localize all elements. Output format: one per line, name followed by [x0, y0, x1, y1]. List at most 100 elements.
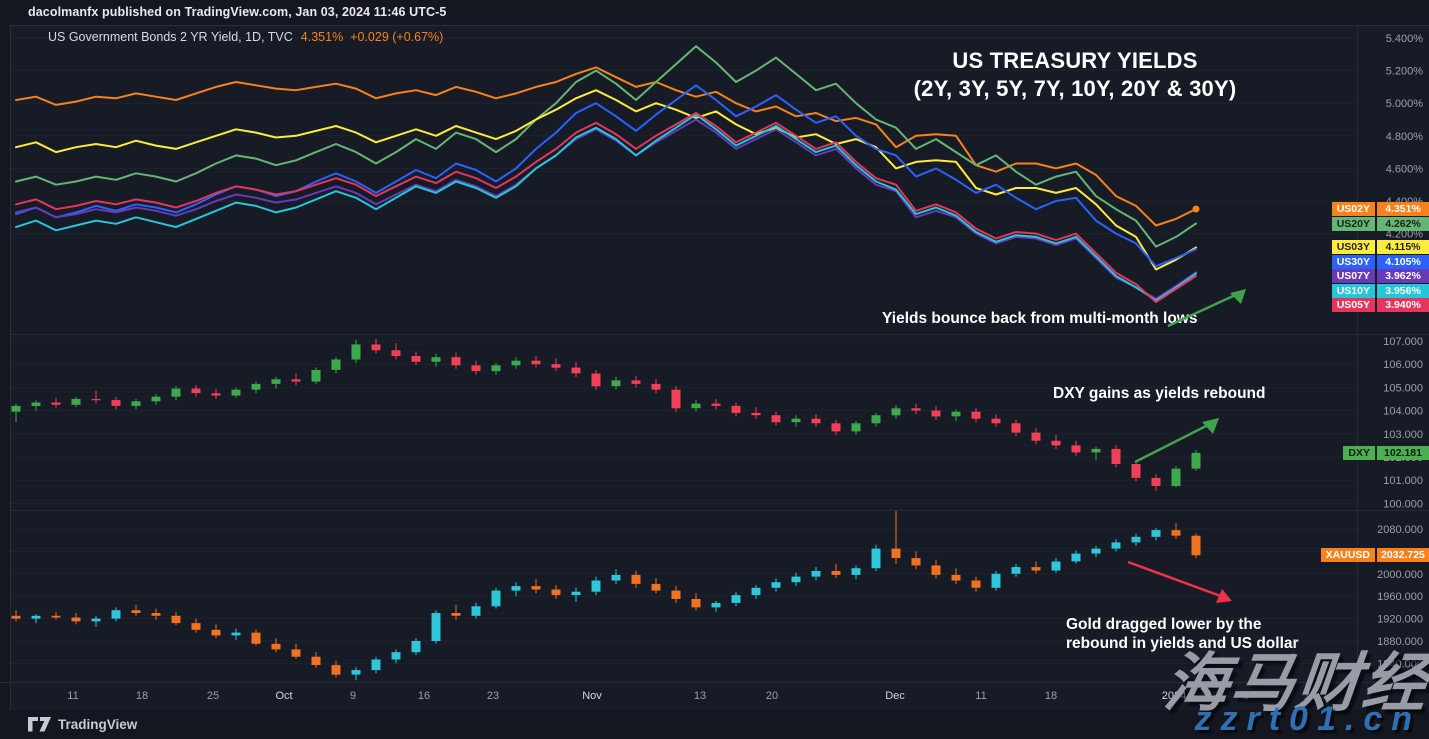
candle — [691, 400, 701, 412]
price-scale-border[interactable] — [1357, 25, 1358, 682]
candle — [911, 403, 921, 415]
panel-divider[interactable] — [10, 334, 1429, 335]
candle — [31, 400, 41, 411]
candle — [1091, 545, 1101, 557]
candle — [1131, 533, 1141, 546]
time-axis[interactable]: 11 18 25 Oct 9 16 23 Nov 13 20 Dec 11 18 2024 8 16 — [0, 682, 1429, 711]
candle — [1111, 539, 1121, 552]
dxy-note: DXY gains as yields rebound — [1053, 385, 1266, 402]
candle — [51, 611, 61, 620]
last-price-dot — [1192, 205, 1200, 213]
candle — [131, 399, 141, 410]
candle — [871, 544, 881, 571]
yields-line-chart[interactable]: 5.400%5.200%5.000%4.800%4.600%4.400%4.20… — [0, 25, 1429, 334]
candle — [1051, 434, 1061, 449]
series-US10Y — [15, 113, 1197, 302]
candle — [171, 611, 181, 626]
time-tick-label: 18 — [1044, 690, 1058, 702]
candle — [391, 649, 401, 664]
candle — [711, 399, 721, 410]
candle — [831, 563, 841, 579]
candle — [951, 568, 961, 584]
candle — [231, 387, 241, 398]
dxy-candlestick-chart[interactable]: 107.000106.000105.000104.000103.000102.0… — [0, 334, 1429, 510]
ticker-chip: US20Y — [1331, 216, 1375, 231]
symbol-legend[interactable]: US Government Bonds 2 YR Yield, 1D, TVC 4… — [48, 30, 443, 44]
series-US30Y — [15, 84, 1197, 268]
candle — [851, 565, 861, 580]
candle — [611, 376, 621, 390]
candle — [1171, 466, 1181, 488]
axis-tick-label: 1880.000 — [1377, 636, 1423, 648]
axis-tick-label: 1960.000 — [1377, 591, 1423, 603]
axis-tick-label: 105.000 — [1383, 382, 1423, 394]
time-tick-label: Dec — [885, 690, 905, 702]
axis-tick-label: 107.000 — [1383, 336, 1423, 348]
candle — [671, 386, 681, 412]
candle — [931, 405, 941, 420]
price-label-US10Y: US10Y 3.956% — [1331, 283, 1429, 298]
candle — [1071, 440, 1081, 456]
candle — [451, 352, 461, 369]
candle — [151, 608, 161, 620]
candle — [1131, 460, 1141, 482]
candle — [511, 357, 521, 369]
tradingview-logo-icon[interactable] — [28, 717, 52, 732]
candle — [1091, 446, 1101, 461]
candle — [411, 351, 421, 366]
candle — [371, 338, 381, 354]
candle — [171, 386, 181, 401]
candle — [111, 396, 121, 410]
candle — [631, 571, 641, 588]
time-tick-label: 9 — [349, 690, 357, 702]
candle — [1191, 533, 1201, 559]
ticker-chip: US03Y — [1331, 240, 1375, 255]
candle — [391, 343, 401, 360]
candle — [271, 376, 281, 389]
panel-divider[interactable] — [10, 510, 1429, 511]
axis-tick-label: 4.200% — [1386, 229, 1424, 241]
axis-tick-label: 5.400% — [1386, 33, 1424, 45]
ticker-chip: US10Y — [1331, 283, 1375, 298]
price-label-DXY: DXY 102.181 — [1343, 445, 1429, 460]
candle — [1071, 550, 1081, 564]
candle — [651, 578, 661, 594]
candle — [1171, 523, 1181, 540]
candle — [791, 572, 801, 587]
price-value-chip: 4.115% — [1377, 240, 1429, 255]
price-value-chip: 4.351% — [1377, 201, 1429, 216]
axis-tick-label: 100.000 — [1383, 498, 1423, 510]
candle — [111, 607, 121, 622]
candle — [711, 600, 721, 612]
time-tick-label: Nov — [582, 690, 602, 702]
candle — [831, 419, 841, 435]
axis-tick-label: 4.800% — [1386, 131, 1424, 143]
candle — [1031, 561, 1041, 574]
ticker-chip: US07Y — [1331, 269, 1375, 284]
footer-bar: TradingView — [0, 711, 1429, 739]
candle — [191, 618, 201, 633]
price-label-XAUUSD: XAUUSD 2032.725 — [1320, 548, 1429, 563]
time-tick-label: 8 — [1242, 690, 1250, 702]
symbol-title: US Government Bonds 2 YR Yield, 1D, TVC — [48, 30, 293, 44]
candle — [551, 585, 561, 599]
chart-title-annotation: US TREASURY YIELDS (2Y, 3Y, 5Y, 7Y, 10Y,… — [913, 48, 1237, 101]
arrow-down-icon — [1127, 560, 1232, 603]
series-US20Y — [15, 45, 1197, 248]
candle — [971, 408, 981, 423]
candle — [51, 397, 61, 409]
price-value-chip: 4.105% — [1377, 254, 1429, 269]
candle — [311, 367, 321, 384]
publish-info: dacolmanfx published on TradingView.com,… — [28, 5, 447, 19]
candle — [891, 404, 901, 419]
candle — [531, 579, 541, 594]
candle — [951, 409, 961, 421]
price-value-chip: 3.956% — [1377, 283, 1429, 298]
candle — [451, 604, 461, 620]
candle — [971, 576, 981, 592]
candle — [691, 593, 701, 611]
axis-tick-label: 5.200% — [1386, 66, 1424, 78]
tradingview-brand[interactable]: TradingView — [58, 717, 138, 732]
candle — [1051, 558, 1061, 573]
